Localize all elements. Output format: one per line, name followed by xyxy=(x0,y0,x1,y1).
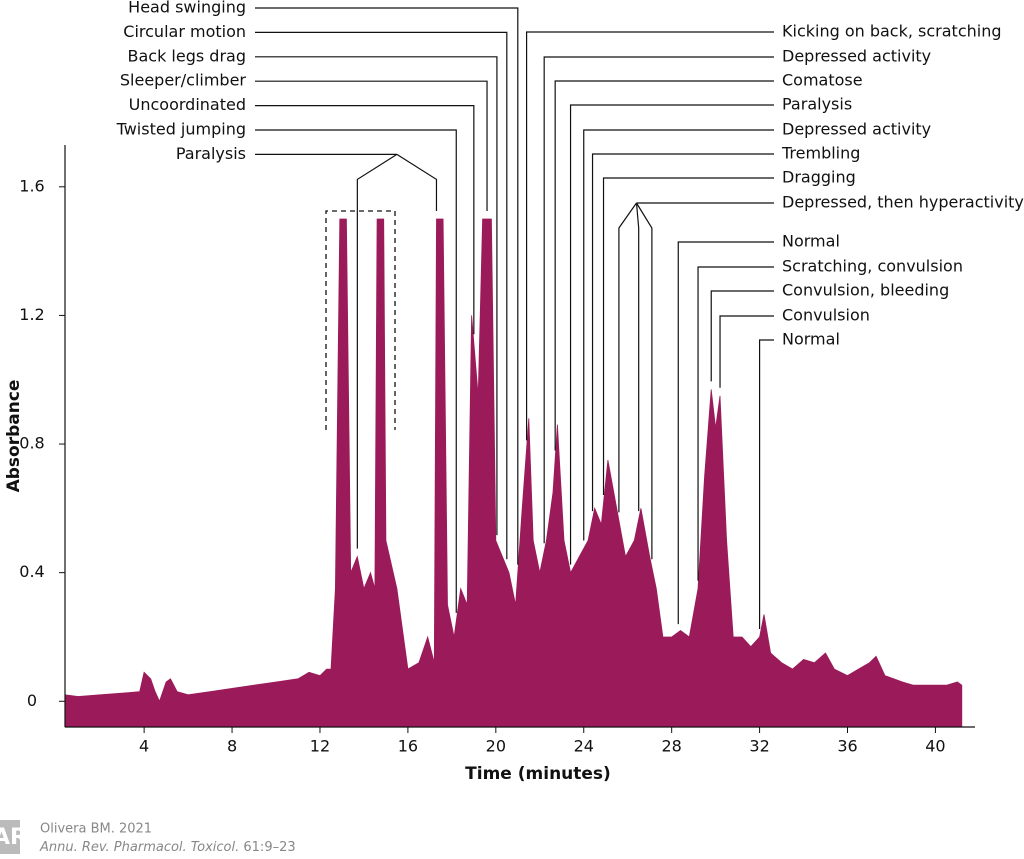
annotation-label: Uncoordinated xyxy=(129,95,246,114)
y-tick-label: 0.8 xyxy=(19,434,44,453)
annotation-label: Twisted jumping xyxy=(116,120,246,139)
y-tick-label: 1.6 xyxy=(19,176,44,195)
x-tick-label: 36 xyxy=(837,737,857,756)
annotation-label: Convulsion, bleeding xyxy=(782,281,949,300)
source-journal: Annu. Rev. Pharmacol. Toxicol. xyxy=(39,840,239,855)
leader-line xyxy=(569,104,774,565)
annotation-label: Depressed activity xyxy=(782,120,931,139)
annotation-label: Head swinging xyxy=(128,0,246,17)
leader-line xyxy=(255,31,508,560)
annotation-label: Scratching, convulsion xyxy=(782,257,963,276)
leader-line xyxy=(677,241,774,625)
leader-line xyxy=(554,80,774,451)
leader-line xyxy=(635,202,640,512)
annotation-label: Comatose xyxy=(782,71,863,90)
x-tick-label: 12 xyxy=(310,737,330,756)
y-tick-label: 1.2 xyxy=(19,305,44,324)
x-tick-label: 8 xyxy=(227,737,237,756)
dashed-box xyxy=(325,210,396,430)
x-tick-label: 16 xyxy=(398,737,418,756)
annotation-label: Depressed, then hyperactivity xyxy=(782,193,1024,212)
y-axis-label: Absorbance xyxy=(4,380,24,493)
annotation-label: Trembling xyxy=(781,144,860,163)
annotation-label: Normal xyxy=(782,330,840,349)
y-tick-label: 0.4 xyxy=(19,562,44,581)
x-axis-label: Time (minutes) xyxy=(465,764,611,784)
y-tick-label: 0 xyxy=(27,691,37,710)
annotation-label: Convulsion xyxy=(782,306,870,325)
leader-line xyxy=(356,153,398,549)
source-author: Olivera BM. 2021 xyxy=(40,822,152,837)
annotation-label: Paralysis xyxy=(782,95,852,114)
leader-line xyxy=(591,153,774,512)
leader-line xyxy=(255,7,519,565)
annotation-label: Paralysis xyxy=(176,144,246,163)
source-citation: Annu. Rev. Pharmacol. Toxicol. 61:9–23 xyxy=(39,840,296,855)
annotation-label: Kicking on back, scratching xyxy=(782,22,1002,41)
leader-line xyxy=(602,177,774,495)
leader-line xyxy=(396,153,438,211)
area xyxy=(64,218,963,728)
x-tick-label: 40 xyxy=(925,737,945,756)
leader-line xyxy=(710,290,774,382)
annotation-label: Sleeper/climber xyxy=(120,71,247,90)
leader-line xyxy=(255,56,498,536)
annotation-label: Depressed activity xyxy=(782,47,931,66)
annotation-label: Back legs drag xyxy=(128,46,247,65)
annotation-label: Circular motion xyxy=(123,22,246,41)
x-tick-label: 28 xyxy=(661,737,681,756)
leader-line xyxy=(255,80,488,211)
leader-line xyxy=(525,31,774,441)
x-tick-label: 24 xyxy=(574,737,594,756)
leader-line xyxy=(543,56,774,544)
x-tick-label: 32 xyxy=(749,737,769,756)
x-tick-label: 20 xyxy=(486,737,506,756)
leader-line xyxy=(255,129,457,613)
leader-line xyxy=(758,339,774,629)
leader-line xyxy=(697,266,774,581)
annotation-label: Dragging xyxy=(782,168,856,187)
leader-line xyxy=(618,202,637,513)
leader-line xyxy=(255,105,475,335)
leader-line xyxy=(719,315,774,388)
leader-line xyxy=(635,202,653,560)
logo: AR xyxy=(0,820,27,854)
annotation-label: Normal xyxy=(782,232,840,251)
x-tick-label: 4 xyxy=(139,737,149,756)
source-pages: 61:9–23 xyxy=(243,840,295,855)
svg-text:AR: AR xyxy=(0,825,27,850)
leader-line xyxy=(583,129,774,541)
